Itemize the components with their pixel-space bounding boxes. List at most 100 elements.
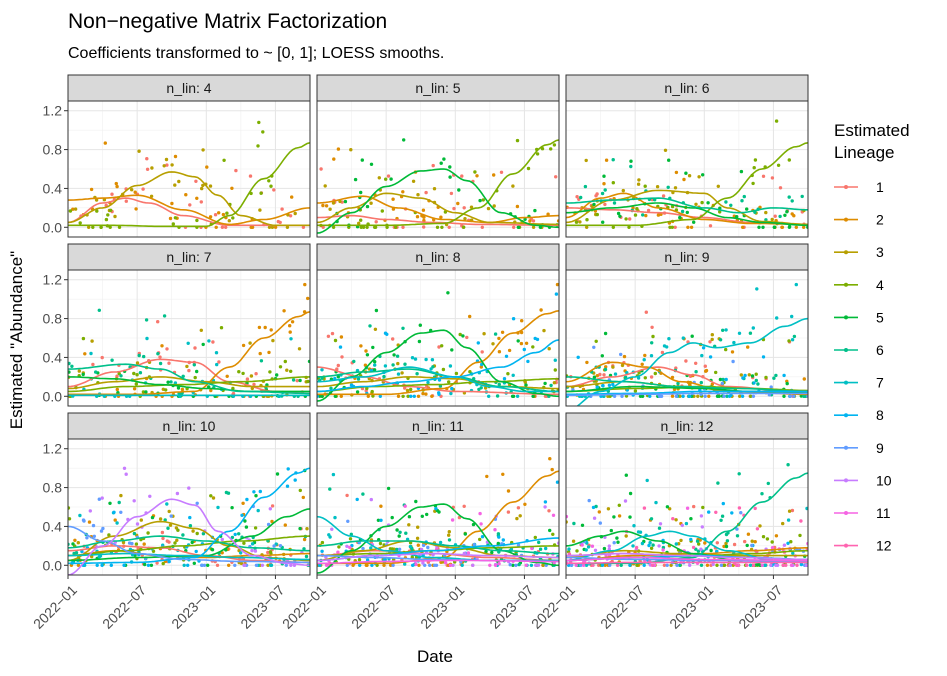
data-point (519, 341, 524, 346)
data-point (517, 225, 521, 229)
data-point (754, 563, 759, 567)
data-point (162, 314, 167, 318)
data-point (708, 340, 712, 344)
data-point (439, 215, 443, 219)
data-point (378, 394, 382, 398)
data-point (333, 394, 337, 398)
data-point (649, 354, 654, 358)
data-point (431, 163, 435, 168)
data-point (283, 523, 287, 527)
data-point (324, 563, 329, 567)
data-point (168, 216, 173, 221)
data-point (802, 377, 806, 381)
data-point (552, 381, 557, 385)
data-point (407, 515, 412, 519)
data-point (661, 548, 665, 552)
data-point (137, 149, 141, 153)
data-point (145, 336, 149, 341)
data-point (81, 518, 86, 522)
data-point (650, 325, 654, 329)
data-point (142, 354, 146, 359)
data-point (90, 554, 94, 559)
data-point (119, 510, 123, 514)
data-point (70, 364, 74, 368)
data-point (202, 563, 207, 567)
data-point (423, 563, 427, 567)
data-point (173, 154, 178, 159)
data-point (601, 384, 605, 388)
data-point (704, 368, 709, 373)
data-point (497, 350, 502, 354)
legend-item-label: 12 (876, 538, 892, 554)
data-point (119, 493, 123, 498)
data-point (750, 374, 755, 378)
data-point (208, 184, 213, 188)
data-point (597, 563, 601, 567)
data-point (650, 341, 654, 345)
data-point (479, 386, 483, 390)
panel-border (565, 100, 809, 238)
data-point (550, 467, 554, 472)
data-point (519, 330, 524, 335)
data-point (681, 394, 685, 398)
data-point (794, 282, 798, 287)
data-point (595, 374, 599, 378)
legend-item-label: 10 (876, 472, 892, 488)
data-point (555, 480, 559, 484)
data-point (165, 163, 169, 167)
data-point (73, 207, 78, 211)
loess-smooth-line (68, 142, 310, 228)
data-point (533, 336, 537, 341)
data-point (627, 225, 631, 229)
data-point (492, 173, 496, 177)
legend-item-label: 3 (876, 244, 884, 260)
data-point (466, 551, 471, 555)
data-point (195, 218, 199, 223)
data-point (795, 563, 799, 567)
data-point (642, 506, 647, 510)
loess-smooth-line (566, 142, 808, 227)
data-point (456, 201, 460, 206)
data-point (649, 375, 654, 379)
data-point (284, 563, 288, 567)
data-point (613, 372, 618, 376)
data-point (293, 478, 297, 482)
data-point (531, 394, 535, 398)
data-point (175, 538, 179, 542)
panel-border (67, 438, 311, 576)
data-point (487, 394, 491, 398)
data-point (685, 506, 690, 510)
data-point (187, 368, 191, 373)
data-point (674, 518, 678, 522)
data-point (669, 563, 673, 567)
data-point (382, 374, 386, 379)
data-point (301, 495, 305, 500)
data-point (700, 200, 704, 205)
data-point (692, 220, 696, 224)
data-point (132, 531, 137, 536)
data-point (260, 563, 265, 567)
data-point (637, 371, 641, 375)
data-point (447, 225, 451, 229)
data-point (667, 158, 671, 162)
data-point (206, 563, 210, 567)
data-point (108, 225, 112, 229)
data-point (760, 563, 764, 567)
data-point (410, 356, 415, 360)
data-point (261, 130, 265, 134)
data-point (509, 547, 514, 551)
y-tick-label: 0.8 (43, 311, 63, 327)
data-point (611, 181, 615, 185)
data-point (666, 185, 670, 189)
data-point (674, 170, 679, 175)
data-point (169, 514, 173, 518)
data-point (786, 541, 790, 545)
data-point (291, 378, 296, 382)
data-point (483, 386, 488, 390)
loess-smooth-line (566, 390, 808, 396)
data-point (743, 539, 747, 544)
data-point (705, 563, 710, 567)
data-point (266, 563, 270, 567)
data-point (298, 526, 302, 531)
